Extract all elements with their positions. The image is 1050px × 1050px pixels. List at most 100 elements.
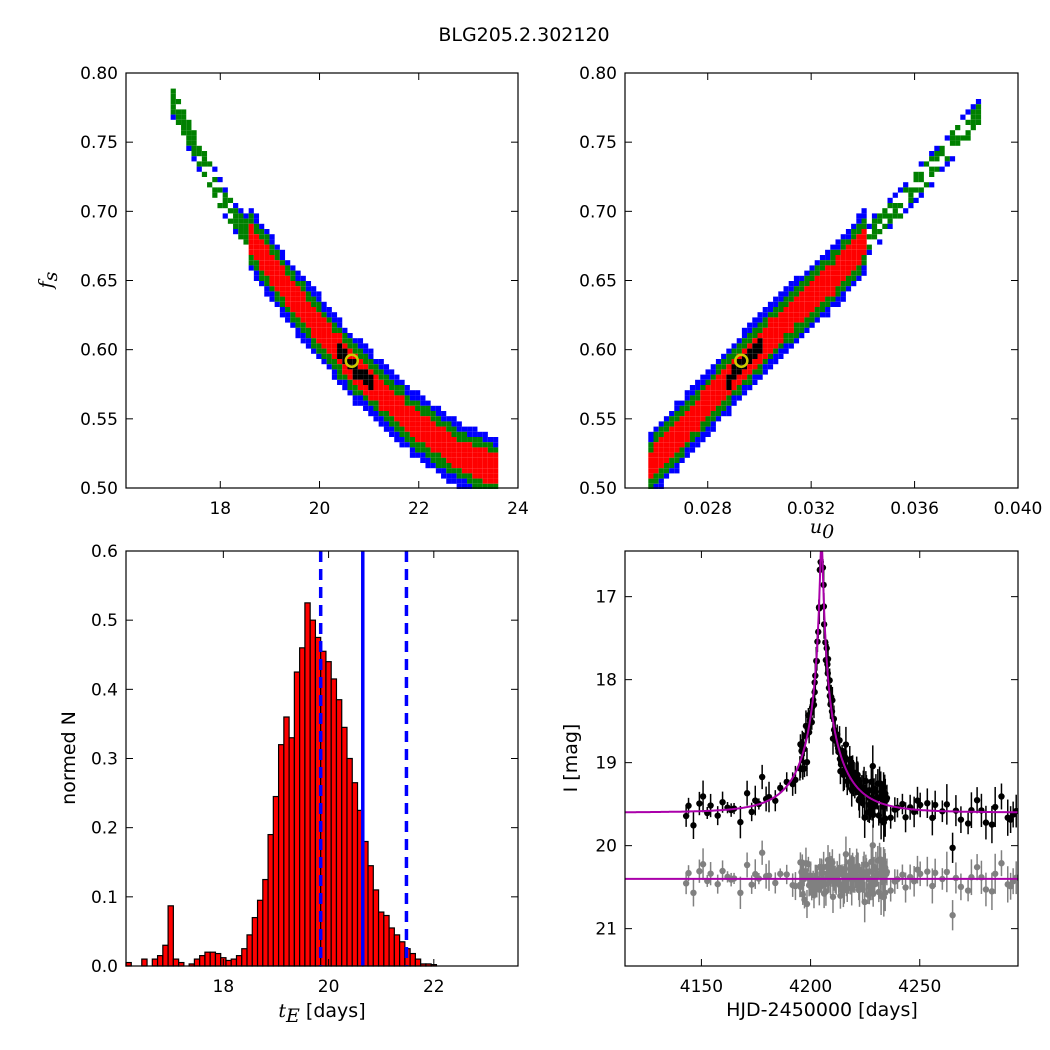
heatmap-cell — [783, 343, 789, 349]
heatmap-cell — [264, 291, 270, 297]
heatmap-cell — [326, 338, 332, 344]
heatmap-cell — [825, 286, 831, 292]
heatmap-cell — [710, 385, 716, 391]
heatmap-cell — [383, 390, 390, 396]
heatmap-cell — [804, 270, 810, 276]
heatmap-cell — [243, 229, 249, 235]
heatmap-cell — [689, 411, 696, 417]
heatmap-cell — [342, 333, 348, 339]
heatmap-cell — [378, 374, 384, 380]
heatmap-cell — [819, 270, 826, 276]
heatmap-cell — [778, 301, 784, 307]
histogram-bar — [346, 757, 353, 967]
heatmap-cell — [316, 312, 322, 318]
heatmap-cell — [378, 395, 384, 401]
heatmap-cell — [186, 140, 192, 146]
heatmap-cell — [290, 317, 296, 323]
heatmap-cell — [721, 400, 727, 406]
observed-point — [998, 793, 1005, 800]
residual-point — [772, 879, 779, 887]
heatmap-cell — [975, 114, 982, 120]
heatmap-cell — [461, 483, 468, 489]
heatmap-cell — [383, 400, 390, 406]
heatmap-cell — [233, 229, 239, 235]
heatmap-cell — [658, 426, 664, 432]
heatmap-cell — [778, 317, 784, 323]
heatmap-cell — [290, 291, 296, 297]
heatmap-cell — [248, 208, 254, 214]
heatmap-cell — [326, 312, 332, 318]
heatmap-cell — [186, 130, 192, 136]
heatmap-cell — [425, 457, 431, 463]
heatmap-cell — [809, 312, 815, 318]
heatmap-cell — [840, 281, 846, 287]
heatmap-cell — [918, 177, 924, 183]
heatmap-cell — [731, 348, 737, 354]
heatmap-cell — [290, 312, 296, 318]
heatmap-cell — [710, 395, 716, 401]
heatmap-cell — [342, 348, 348, 354]
heatmap-cell — [767, 327, 774, 333]
heatmap-cell — [663, 426, 670, 432]
heatmap-cell — [409, 452, 416, 458]
heatmap-cell — [726, 353, 732, 359]
heatmap-cell — [658, 478, 664, 484]
heatmap-cell — [259, 229, 265, 235]
heatmap-cell — [741, 390, 748, 396]
y-tick-label: 0.60 — [80, 341, 118, 361]
heatmap-cell — [196, 161, 202, 167]
heatmap-cell — [741, 338, 748, 344]
heatmap-cell — [773, 322, 779, 328]
heatmap-cell — [669, 457, 675, 463]
heatmap-cell — [493, 473, 499, 479]
heatmap-cell — [248, 255, 254, 261]
heatmap-cell — [425, 405, 431, 411]
heatmap-cell — [363, 385, 369, 391]
heatmap-cell — [331, 374, 338, 380]
heatmap-cell — [669, 416, 675, 422]
heatmap-cell — [715, 374, 722, 380]
heatmap-cell — [461, 426, 468, 432]
observed-point — [707, 802, 714, 809]
heatmap-cell — [887, 197, 893, 203]
heatmap-cell — [477, 468, 483, 474]
heatmap-cell — [170, 109, 176, 115]
residual-point — [829, 893, 837, 901]
heatmap-cell — [856, 275, 862, 281]
heatmap-cell — [425, 400, 431, 406]
heatmap-cell — [653, 483, 659, 489]
heatmap-cell — [461, 447, 468, 453]
heatmap-cell — [368, 390, 374, 396]
heatmap-cell — [383, 374, 390, 380]
heatmap-cell — [415, 447, 421, 453]
heatmap-cell — [861, 239, 867, 245]
observed-point — [758, 773, 766, 781]
heatmap-cell — [700, 390, 706, 396]
heatmap-cell — [726, 400, 732, 406]
heatmap-cell — [840, 286, 846, 292]
heatmap-cell — [238, 234, 244, 240]
heatmap-cell — [705, 374, 711, 380]
heatmap-cell — [923, 182, 930, 188]
heatmap-cell — [710, 369, 716, 375]
heatmap-cell — [845, 265, 852, 271]
heatmap-cell — [295, 333, 301, 339]
heatmap-cell — [851, 281, 857, 287]
heatmap-cell — [726, 359, 732, 365]
heatmap-cell — [222, 187, 228, 193]
histogram-bar — [225, 959, 232, 967]
y-tick-label: 0.80 — [80, 64, 118, 84]
heatmap-cell — [762, 322, 768, 328]
heatmap-cell — [420, 426, 426, 432]
heatmap-cell — [658, 442, 664, 448]
heatmap-cell — [295, 270, 301, 276]
heatmap-cell — [300, 322, 306, 328]
heatmap-cell — [347, 374, 353, 380]
heatmap-cell — [871, 234, 878, 240]
heatmap-cell — [861, 213, 867, 219]
heatmap-cell — [674, 457, 680, 463]
heatmap-cell — [747, 364, 753, 370]
heatmap-cell — [648, 442, 654, 448]
heatmap-cell — [394, 416, 400, 422]
heatmap-cell — [363, 374, 369, 380]
